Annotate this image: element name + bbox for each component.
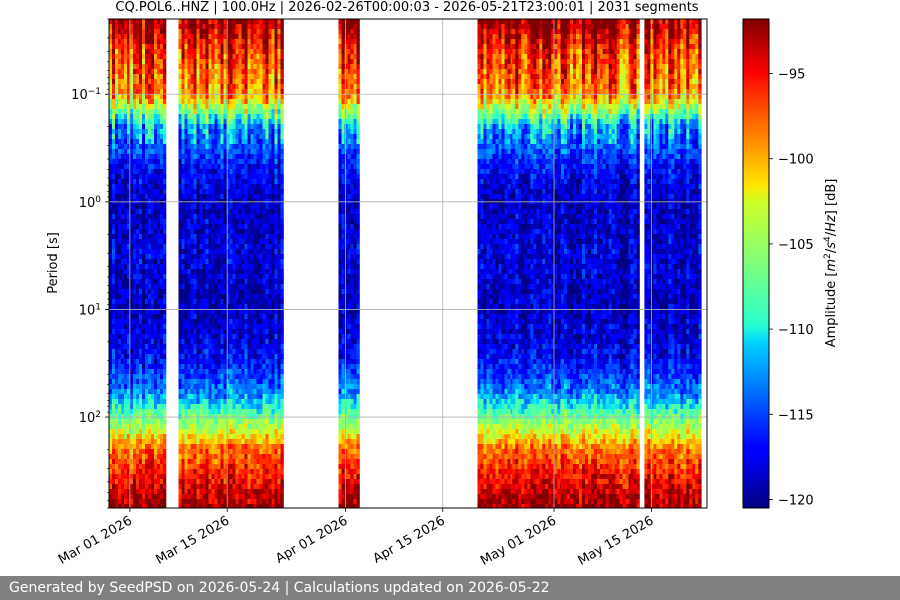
colorbar-axis: −95 −100 −105 −110 −115 −120: [769, 68, 814, 509]
x-tick-label: Mar 15 2026: [153, 513, 232, 567]
coverage-segment: [109, 19, 166, 509]
coverage-segment: [603, 19, 618, 509]
x-tick-label: May 15 2026: [575, 513, 656, 568]
colorbar-tick-label: −120: [778, 493, 814, 508]
colorbar-tick-label: −100: [778, 153, 814, 168]
colorbar-tick-label: −95: [778, 68, 805, 83]
y-tick-label: 102: [79, 410, 101, 426]
y-axis-label: Period [s]: [46, 232, 61, 294]
coverage-segment: [179, 19, 284, 509]
y-tick-label: 10−1: [71, 87, 101, 103]
coverage-segment: [665, 19, 701, 509]
footer-bar: Generated by SeedPSD on 2026-05-24 | Cal…: [0, 576, 900, 600]
coverage-segment: [339, 19, 360, 509]
x-tick-label: Apr 15 2026: [371, 513, 448, 566]
x-axis: Mar 01 2026 Mar 15 2026 Apr 01 2026 Apr 15 …: [56, 508, 656, 569]
chart-title: CQ.POL6..HNZ | 100.0Hz | 2026-02-26T00:0…: [115, 0, 698, 15]
coverage-segment: [617, 19, 632, 509]
coverage-segment: [561, 19, 603, 509]
colorbar-label: Amplitude [m2/s4/Hz] [dB]: [823, 179, 839, 348]
y-axis: 10−1 100 101 102: [71, 19, 109, 508]
coverage-segment: [644, 19, 665, 509]
y-tick-label: 100: [79, 195, 102, 211]
x-tick-label: May 01 2026: [478, 513, 559, 568]
psd-spectrogram-figure: CQ.POL6..HNZ | 100.0Hz | 2026-02-26T00:0…: [0, 0, 900, 576]
y-tick-label: 101: [79, 302, 101, 318]
colorbar-tick-label: −110: [778, 323, 814, 338]
colorbar: [743, 19, 769, 508]
x-tick-label: Mar 01 2026: [56, 513, 135, 567]
colorbar-tick-label: −105: [778, 238, 814, 253]
colorbar-tick-label: −115: [778, 408, 814, 423]
coverage-segment: [631, 19, 640, 509]
coverage-segment: [512, 19, 563, 509]
x-tick-label: Apr 01 2026: [273, 513, 350, 566]
